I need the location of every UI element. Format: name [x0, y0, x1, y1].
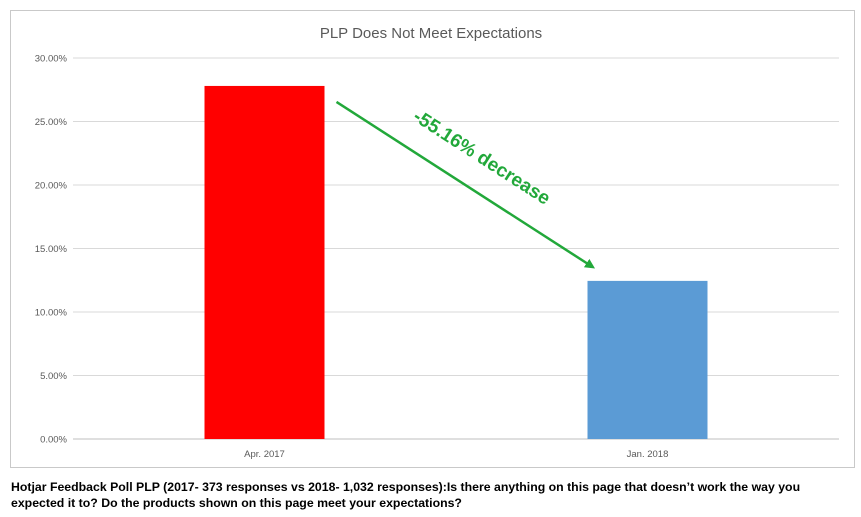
y-tick-label: 15.00%: [35, 244, 68, 255]
y-tick-label: 25.00%: [35, 117, 68, 128]
chart-area: PLP Does Not Meet Expectations 0.00% 5.00…: [10, 10, 855, 468]
y-tick-label: 10.00%: [35, 308, 68, 319]
chart-title: PLP Does Not Meet Expectations: [320, 25, 542, 42]
x-category-label: Apr. 2017: [244, 449, 285, 460]
y-tick-label: 20.00%: [35, 181, 68, 192]
decrease-arrow: [335, 100, 596, 269]
caption: Hotjar Feedback Poll PLP (2017- 373 resp…: [11, 480, 801, 510]
y-tick-label: 5.00%: [40, 371, 67, 382]
bar-chart: PLP Does Not Meet Expectations 0.00% 5.00…: [35, 25, 839, 460]
x-category-label: Jan. 2018: [627, 449, 669, 460]
bar: [204, 85, 325, 439]
y-tick-label: 30.00%: [35, 54, 68, 65]
y-tick-label: 0.00%: [40, 435, 67, 446]
bar: [587, 280, 708, 439]
